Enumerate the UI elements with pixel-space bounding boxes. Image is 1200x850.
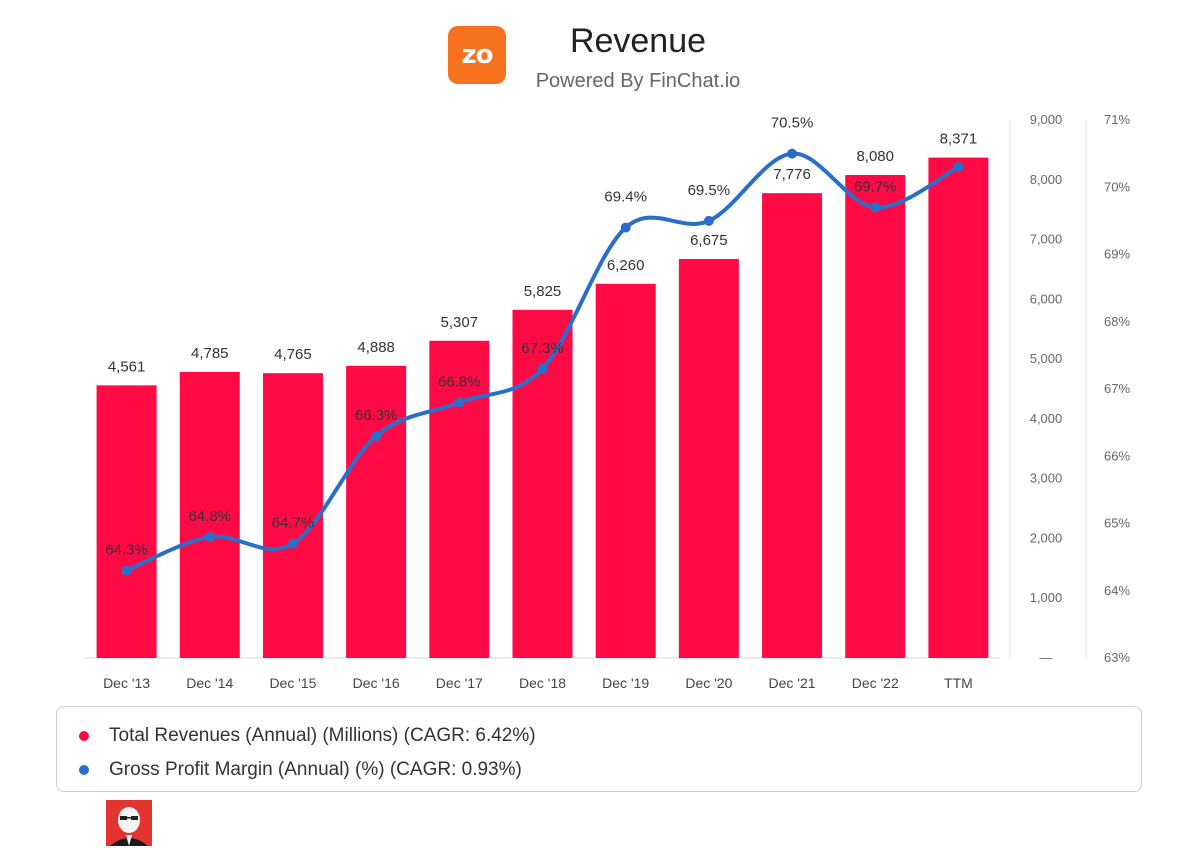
margin-point (537, 363, 548, 374)
x-tick-label: Dec '19 (602, 675, 649, 691)
revenue-bar (762, 193, 823, 658)
x-tick-label: Dec '14 (186, 675, 233, 691)
avatar (106, 800, 152, 846)
y-right-tick-label: 67% (1104, 381, 1130, 396)
y-right-tick-label: 71% (1104, 112, 1130, 127)
y-left-tick-label: 2,000 (1030, 530, 1063, 545)
y-right-tick-label: 69% (1104, 247, 1130, 262)
revenue-bar (429, 340, 490, 658)
y-left-tick-label: 9,000 (1030, 112, 1063, 127)
chart-title: Revenue (569, 22, 707, 60)
y-right-tick-label: 64% (1104, 583, 1130, 598)
y-left-tick-label: — (1040, 650, 1053, 665)
revenue-bar (512, 309, 573, 658)
margin-point (454, 397, 465, 408)
revenue-bar (845, 174, 906, 658)
revenue-chart: — 1,000 2,000 3,000 4,000 5,000 6,000 7,000 8,00… (85, 112, 1130, 691)
revenue-data-label: 8,080 (856, 148, 894, 165)
margin-data-label: 64.8% (188, 508, 231, 525)
margin-data-label: 67.3% (521, 340, 564, 357)
revenue-data-label: 8,371 (940, 131, 978, 148)
margin-point (870, 202, 881, 213)
revenue-bar (595, 283, 656, 658)
margin-point (121, 565, 132, 576)
revenue-bar (96, 385, 157, 658)
margin-point (953, 162, 964, 173)
revenue-data-label: 4,561 (108, 358, 146, 375)
revenue-data-label: 7,776 (773, 166, 811, 183)
revenue-bar (678, 258, 739, 658)
y-left-tick-label: 6,000 (1030, 291, 1063, 306)
y-right-tick-label: 63% (1104, 650, 1130, 665)
chart-header: zo Revenue Powered By FinChat.io (0, 18, 1200, 98)
logo-text: zo (461, 40, 494, 70)
margin-data-label: 64.3% (105, 542, 148, 559)
revenue-bar (928, 157, 989, 658)
x-tick-label: Dec '22 (852, 675, 899, 691)
margin-data-label: 66.8% (438, 373, 481, 390)
margin-point (204, 531, 215, 542)
x-tick-label: Dec '17 (436, 675, 483, 691)
revenue-data-label: 6,260 (607, 257, 645, 274)
margin-data-label: 69.4% (604, 189, 647, 206)
revenue-data-label: 5,307 (441, 314, 479, 331)
y-right-tick-label: 70% (1104, 179, 1130, 194)
margin-point (787, 148, 798, 159)
legend-label-revenue: Total Revenues (Annual) (Millions) (CAGR… (109, 725, 536, 746)
legend-item-margin: Gross Profit Margin (Annual) (%) (CAGR: … (79, 759, 522, 781)
y-left-tick-label: 3,000 (1030, 471, 1063, 486)
x-tick-label: Dec '16 (353, 675, 400, 691)
chart-legend: Total Revenues (Annual) (Millions) (CAGR… (56, 706, 1142, 792)
revenue-data-label: 4,785 (191, 345, 229, 362)
revenue-data-label: 5,825 (524, 283, 562, 300)
y-left-tick-label: 7,000 (1030, 232, 1063, 247)
margin-data-label: 69.5% (688, 182, 731, 199)
revenue-bar (262, 373, 323, 658)
legend-dot-revenue (79, 731, 89, 741)
legend-dot-margin (79, 765, 89, 775)
revenue-data-label: 6,675 (690, 232, 728, 249)
margin-point (287, 538, 298, 549)
y-right-tick-label: 65% (1104, 516, 1130, 531)
margin-data-label: 69.7% (854, 178, 897, 195)
y-left-tick-label: 5,000 (1030, 351, 1063, 366)
y-right-tick-label: 68% (1104, 314, 1130, 329)
margin-line (124, 151, 961, 573)
revenue-data-label: 4,888 (357, 339, 395, 356)
x-tick-label: Dec '13 (103, 675, 150, 691)
revenue-bar (179, 371, 240, 658)
y-left-tick-label: 1,000 (1030, 590, 1063, 605)
x-tick-label: Dec '15 (269, 675, 316, 691)
legend-label-margin: Gross Profit Margin (Annual) (%) (CAGR: … (109, 759, 522, 780)
y-left-tick-label: 4,000 (1030, 411, 1063, 426)
x-tick-label: Dec '21 (769, 675, 816, 691)
margin-point (371, 431, 382, 442)
y-right-tick-label: 66% (1104, 448, 1130, 463)
finchat-logo: zo (448, 26, 506, 84)
x-tick-label: TTM (944, 675, 973, 691)
x-tick-label: Dec '18 (519, 675, 566, 691)
revenue-bar (346, 365, 407, 658)
x-tick-label: Dec '20 (685, 675, 732, 691)
revenue-data-label: 4,765 (274, 346, 312, 363)
y-left-tick-label: 8,000 (1030, 172, 1063, 187)
chart-subtitle: Powered By FinChat.io (535, 70, 741, 92)
margin-point (703, 215, 714, 226)
margin-data-label: 70.5% (771, 115, 814, 132)
margin-point (620, 222, 631, 233)
margin-data-label: 66.3% (355, 407, 398, 424)
margin-data-label: 64.7% (272, 515, 315, 532)
legend-item-revenue: Total Revenues (Annual) (Millions) (CAGR… (79, 725, 536, 747)
